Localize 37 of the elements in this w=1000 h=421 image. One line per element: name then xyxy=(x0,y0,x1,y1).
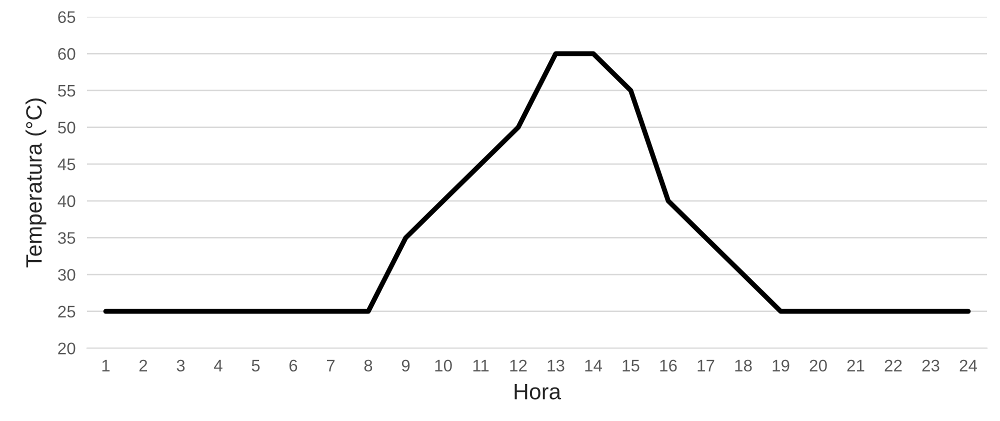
x-tick-label: 17 xyxy=(698,360,714,372)
y-tick-label: 30 xyxy=(58,268,76,281)
x-tick-label: 8 xyxy=(364,360,372,372)
x-tick-label: 13 xyxy=(548,360,564,372)
x-tick-label: 10 xyxy=(435,360,452,372)
x-tick-label: 11 xyxy=(473,360,489,372)
x-tick-label: 2 xyxy=(139,360,148,372)
x-tick-label: 21 xyxy=(847,360,864,372)
x-tick-label: 1 xyxy=(102,360,110,372)
y-tick-label: 35 xyxy=(58,232,76,244)
x-tick-label: 23 xyxy=(922,360,940,372)
y-tick-label: 55 xyxy=(58,85,76,97)
y-tick-label: 20 xyxy=(58,342,76,354)
x-tick-label: 22 xyxy=(884,360,902,372)
x-tick-label: 14 xyxy=(585,360,602,372)
x-tick-label: 7 xyxy=(326,360,335,372)
x-axis-title: Hora xyxy=(514,384,562,400)
y-tick-label: 45 xyxy=(58,158,76,170)
x-tick-label: 18 xyxy=(735,360,752,372)
x-tick-label: 15 xyxy=(622,360,640,372)
y-tick-label: 40 xyxy=(58,195,76,208)
x-tick-label: 20 xyxy=(810,360,827,372)
x-tick-label: 4 xyxy=(214,360,222,372)
y-tick-label: 50 xyxy=(58,122,76,134)
y-axis-title: Temperatura (°C) xyxy=(26,98,46,268)
x-tick-label: 5 xyxy=(252,360,260,372)
y-tick-label: 25 xyxy=(58,306,76,318)
x-tick-label: 16 xyxy=(660,360,677,372)
line-series xyxy=(103,51,971,314)
x-tick-label: 12 xyxy=(510,360,527,372)
x-tick-label: 19 xyxy=(772,360,790,372)
x-tick-label: 6 xyxy=(289,360,298,372)
x-tick-label: 24 xyxy=(960,360,978,372)
x-tick-label: 9 xyxy=(402,360,410,372)
y-tick-label: 60 xyxy=(58,48,76,60)
y-tick-label: 65 xyxy=(58,11,76,24)
x-tick-label: 3 xyxy=(176,360,185,372)
